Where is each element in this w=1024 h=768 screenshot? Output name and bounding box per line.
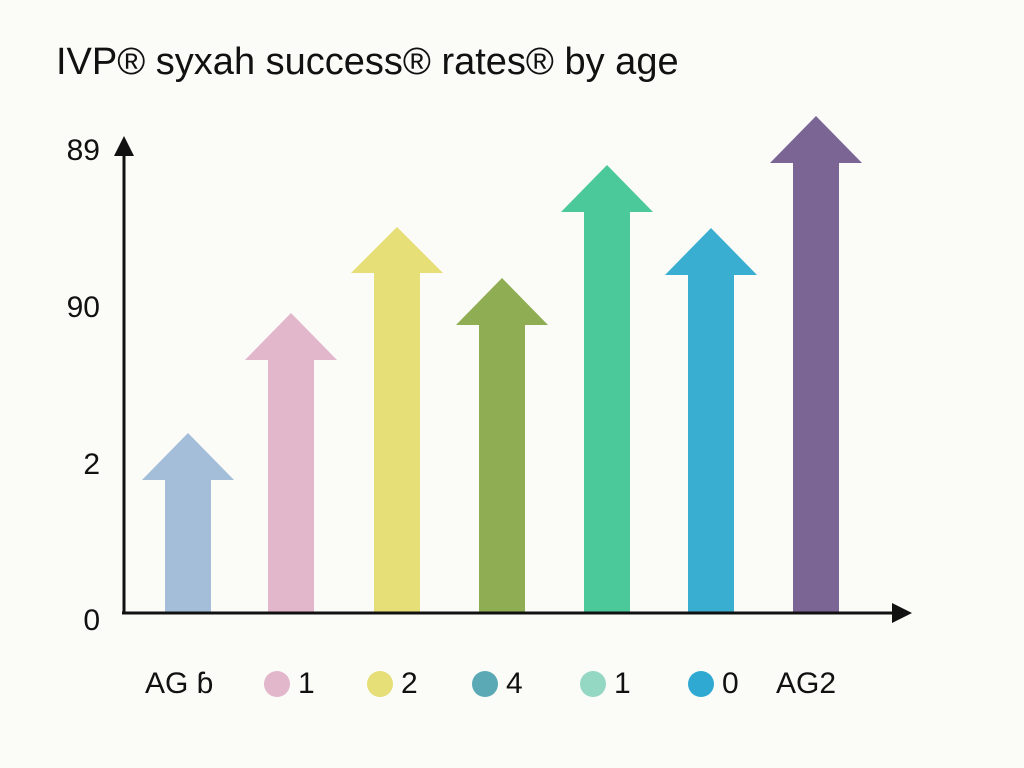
- legend-label: AG ɓ: [145, 667, 213, 700]
- legend-label: 0: [722, 667, 739, 700]
- arrow: [142, 433, 234, 612]
- legend-marker: [367, 671, 393, 697]
- legend-marker: [688, 671, 714, 697]
- axes: [114, 136, 912, 623]
- legend-marker: [264, 671, 290, 697]
- arrow: [351, 227, 443, 612]
- arrow: [245, 313, 337, 612]
- x-axis-arrowhead: [892, 603, 912, 623]
- legend-label: 1: [614, 667, 631, 700]
- legend-marker: [580, 671, 606, 697]
- legend: AG ɓ 1 2 4 1 0 AG2: [145, 667, 836, 700]
- arrow: [561, 165, 653, 612]
- legend-label: 2: [401, 667, 418, 700]
- y-axis-label: 90: [67, 291, 100, 324]
- arrow: [770, 116, 862, 612]
- legend-label: 1: [298, 667, 315, 700]
- y-axis-label: 0: [83, 604, 100, 637]
- chart-title: IVP® syxah success® rates® by age: [56, 41, 679, 83]
- legend-label: AG2: [776, 667, 836, 700]
- legend-label: 4: [506, 667, 523, 700]
- y-axis-label: 2: [83, 448, 100, 481]
- y-axis-labels: 89 90 2 0: [67, 134, 100, 637]
- arrows: [142, 116, 862, 612]
- y-axis-arrowhead: [114, 136, 134, 156]
- arrow: [456, 278, 548, 612]
- legend-marker: [472, 671, 498, 697]
- arrow: [665, 228, 757, 612]
- y-axis-label: 89: [67, 134, 100, 167]
